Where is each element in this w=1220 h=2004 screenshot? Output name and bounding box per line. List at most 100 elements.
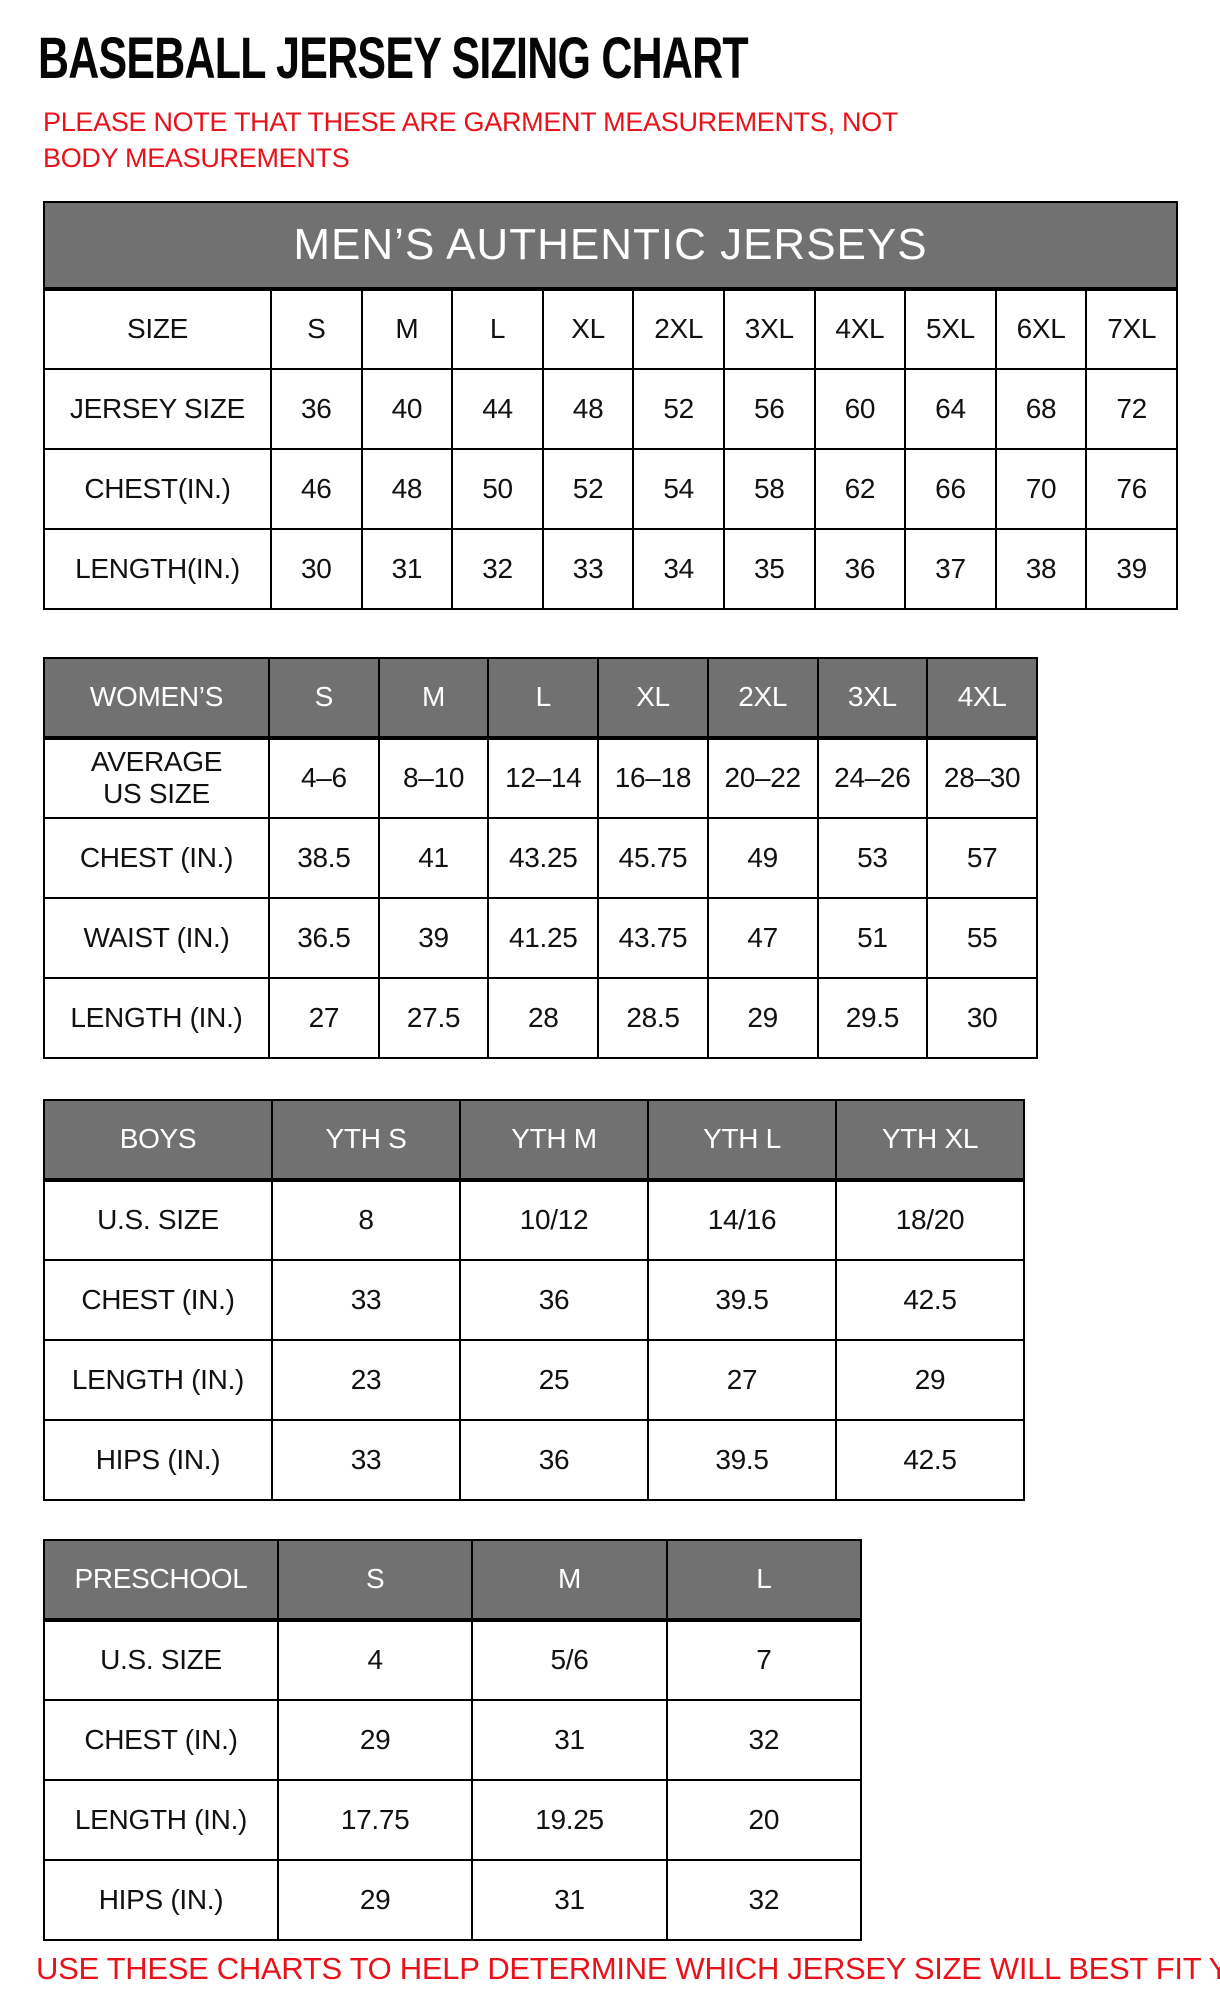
cell-value: 70 [994, 447, 1088, 530]
row-label: U.S. SIZE [43, 1178, 273, 1261]
cell-value: 62 [813, 447, 907, 530]
table-header-row: PRESCHOOL S M L [43, 1538, 863, 1622]
cell-value: 31 [471, 1858, 668, 1941]
cell-value: 4 [276, 1618, 474, 1701]
row-label: LENGTH (IN.) [43, 976, 270, 1059]
cell-value: 47 [706, 896, 819, 979]
table-row: U.S. SIZE 4 5/6 7 [43, 1618, 863, 1701]
row-label: LENGTH (IN.) [43, 1338, 273, 1421]
table-womens: WOMEN’S S M L XL 2XL 3XL 4XL AVERAGE US SIZE 4–6 8… [43, 656, 1038, 1059]
cell-value: 5XL [904, 287, 997, 370]
table-row: WAIST (IN.) 36.5 39 41.25 43.75 47 51 55 [43, 896, 1038, 979]
cell-value: 30 [926, 976, 1038, 1059]
column-header: XL [597, 656, 709, 740]
cell-value: 39 [1085, 527, 1178, 610]
cell-value: 8–10 [377, 736, 490, 819]
cell-value: 38.5 [268, 816, 380, 899]
cell-value: 34 [632, 527, 725, 610]
row-label: CHEST(IN.) [43, 447, 272, 530]
table-boys: BOYS YTH S YTH M YTH L YTH XL U.S. SIZE 8 10/12… [43, 1098, 1025, 1501]
row-label: SIZE [43, 287, 272, 370]
row-label: HIPS (IN.) [43, 1858, 279, 1941]
table-row: JERSEY SIZE 36 40 44 48 52 56 60 64 68 72 [43, 367, 1178, 450]
cell-value: 30 [270, 527, 363, 610]
cell-value: 14/16 [647, 1178, 837, 1261]
table-row: AVERAGE US SIZE 4–6 8–10 12–14 16–18 20–22 24–… [43, 736, 1038, 819]
cell-value: 31 [471, 1698, 668, 1781]
cell-value: 23 [271, 1338, 461, 1421]
cell-value: 36 [459, 1418, 649, 1501]
cell-value: 19.25 [471, 1778, 668, 1861]
column-header: YTH M [459, 1098, 649, 1182]
table-mens-authentic-jerseys: MEN’S AUTHENTIC JERSEYS SIZE S M L XL 2XL 3XL 4X… [43, 200, 1178, 610]
cell-value: 36.5 [268, 896, 380, 979]
table-row: LENGTH (IN.) 23 25 27 29 [43, 1338, 1025, 1421]
cell-value: 76 [1085, 447, 1178, 530]
cell-value: 32 [451, 527, 544, 610]
row-label: LENGTH (IN.) [43, 1778, 279, 1861]
cell-value: 44 [451, 367, 544, 450]
cell-value: 36 [813, 527, 907, 610]
cell-value: 43.25 [487, 816, 600, 899]
cell-value: 39.5 [647, 1258, 837, 1341]
cell-value: 16–18 [597, 736, 709, 819]
row-label: WAIST (IN.) [43, 896, 270, 979]
cell-value: 49 [706, 816, 819, 899]
cell-value: 72 [1085, 367, 1178, 450]
cell-value: 33 [271, 1418, 461, 1501]
cell-value: 33 [271, 1258, 461, 1341]
cell-value: 12–14 [487, 736, 600, 819]
column-header: YTH S [271, 1098, 461, 1182]
mens-authentic-jerseys-header: MEN’S AUTHENTIC JERSEYS [43, 200, 1178, 291]
cell-value: 36 [459, 1258, 649, 1341]
cell-value: 7XL [1085, 287, 1178, 370]
cell-value: S [270, 287, 363, 370]
cell-value: 29 [835, 1338, 1025, 1421]
cell-value: 31 [360, 527, 454, 610]
cell-value: 60 [813, 367, 907, 450]
cell-value: 53 [816, 816, 929, 899]
cell-value: 8 [271, 1178, 461, 1261]
cell-value: 39.5 [647, 1418, 837, 1501]
cell-value: XL [541, 287, 635, 370]
cell-value: 50 [451, 447, 544, 530]
cell-value: 33 [541, 527, 635, 610]
cell-value: 54 [632, 447, 725, 530]
cell-value: 41.25 [487, 896, 600, 979]
cell-value: 58 [722, 447, 816, 530]
table-row: LENGTH(IN.) 30 31 32 33 34 35 36 37 38 39 [43, 527, 1178, 610]
cell-value: 29 [706, 976, 819, 1059]
cell-value: L [451, 287, 544, 370]
table-row: CHEST (IN.) 38.5 41 43.25 45.75 49 53 57 [43, 816, 1038, 899]
cell-value: 43.75 [597, 896, 709, 979]
cell-value: 27 [647, 1338, 837, 1421]
cell-value: 10/12 [459, 1178, 649, 1261]
cell-value: 29 [276, 1698, 474, 1781]
cell-value: 36 [270, 367, 363, 450]
cell-value: 66 [904, 447, 997, 530]
footer-note: USE THESE CHARTS TO HELP DETERMINE WHICH… [36, 1950, 1220, 1986]
column-header: 4XL [926, 656, 1038, 740]
cell-value: 32 [665, 1698, 863, 1781]
table-row: LENGTH (IN.) 17.75 19.25 20 [43, 1778, 863, 1861]
cell-value: 4XL [813, 287, 907, 370]
cell-value: 48 [360, 447, 454, 530]
row-label: CHEST (IN.) [43, 1258, 273, 1341]
row-label: JERSEY SIZE [43, 367, 272, 450]
table-header-row: BOYS YTH S YTH M YTH L YTH XL [43, 1098, 1025, 1182]
cell-value: 2XL [632, 287, 725, 370]
cell-value: 32 [665, 1858, 863, 1941]
boys-header: BOYS [43, 1098, 273, 1182]
cell-value: 45.75 [597, 816, 709, 899]
cell-value: 64 [904, 367, 997, 450]
cell-value: 17.75 [276, 1778, 474, 1861]
cell-value: 55 [926, 896, 1038, 979]
cell-value: 29 [276, 1858, 474, 1941]
column-header: YTH L [647, 1098, 837, 1182]
row-label: HIPS (IN.) [43, 1418, 273, 1501]
column-header: 2XL [706, 656, 819, 740]
row-label: AVERAGE US SIZE [43, 736, 270, 819]
cell-value: 39 [377, 896, 490, 979]
cell-value: 18/20 [835, 1178, 1025, 1261]
cell-value: 42.5 [835, 1418, 1025, 1501]
